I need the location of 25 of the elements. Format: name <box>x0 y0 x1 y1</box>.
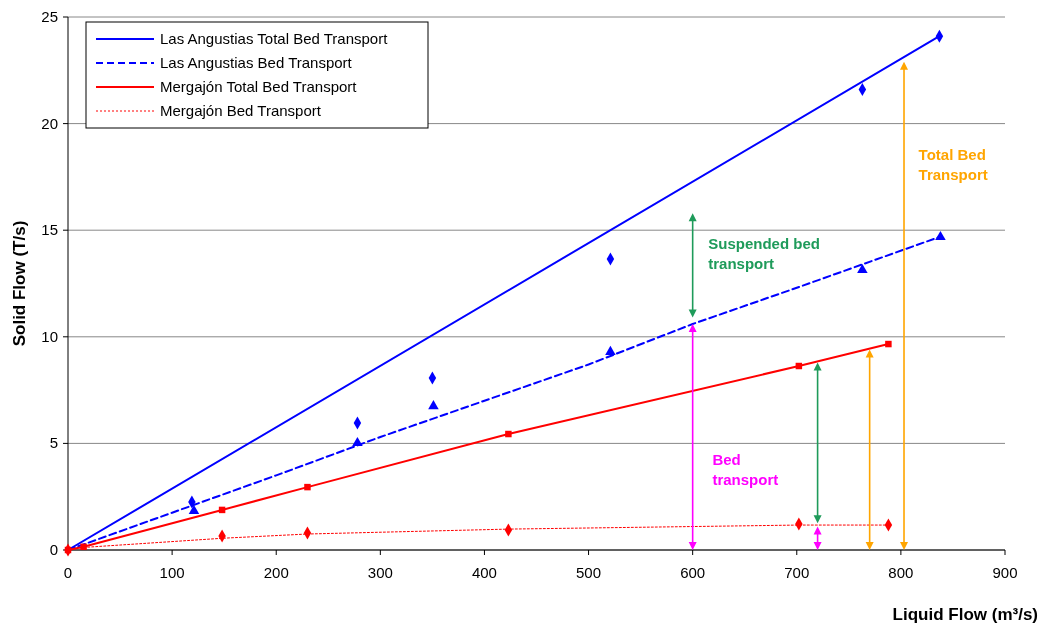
legend-label: Las Angustias Bed Transport <box>160 54 353 71</box>
x-tick-label: 0 <box>63 564 73 581</box>
x-tick-label: 200 <box>263 564 289 581</box>
legend-label: Mergajón Total Bed Transport <box>160 78 358 95</box>
x-tick-label: 900 <box>992 564 1018 581</box>
x-tick-label: 500 <box>576 564 602 581</box>
y-tick-label: 10 <box>41 327 58 345</box>
legend-label: Mergajón Bed Transport <box>160 102 322 119</box>
y-tick-label: 0 <box>49 541 58 558</box>
annotation: Suspended bed transport <box>708 235 820 273</box>
annotation: Total Bed Transport <box>918 145 988 183</box>
x-axis-title: Liquid Flow (m³/s) <box>892 605 1038 624</box>
y-tick-label: 15 <box>41 221 58 239</box>
x-tick-label: 400 <box>471 564 497 581</box>
y-axis-title: Solid Flow (T/s) <box>10 220 29 347</box>
y-tick-label: 5 <box>49 434 58 452</box>
x-tick-label: 300 <box>367 564 393 581</box>
x-tick-label: 800 <box>888 564 914 581</box>
x-tick-label: 100 <box>159 564 185 581</box>
y-tick-label: 25 <box>41 8 58 25</box>
x-tick-label: 700 <box>784 564 810 581</box>
x-tick-label: 600 <box>680 564 706 581</box>
legend-label: Las Angustias Total Bed Transport <box>160 30 389 47</box>
annotation: Bed transport <box>712 450 779 488</box>
y-tick-label: 20 <box>41 114 58 132</box>
